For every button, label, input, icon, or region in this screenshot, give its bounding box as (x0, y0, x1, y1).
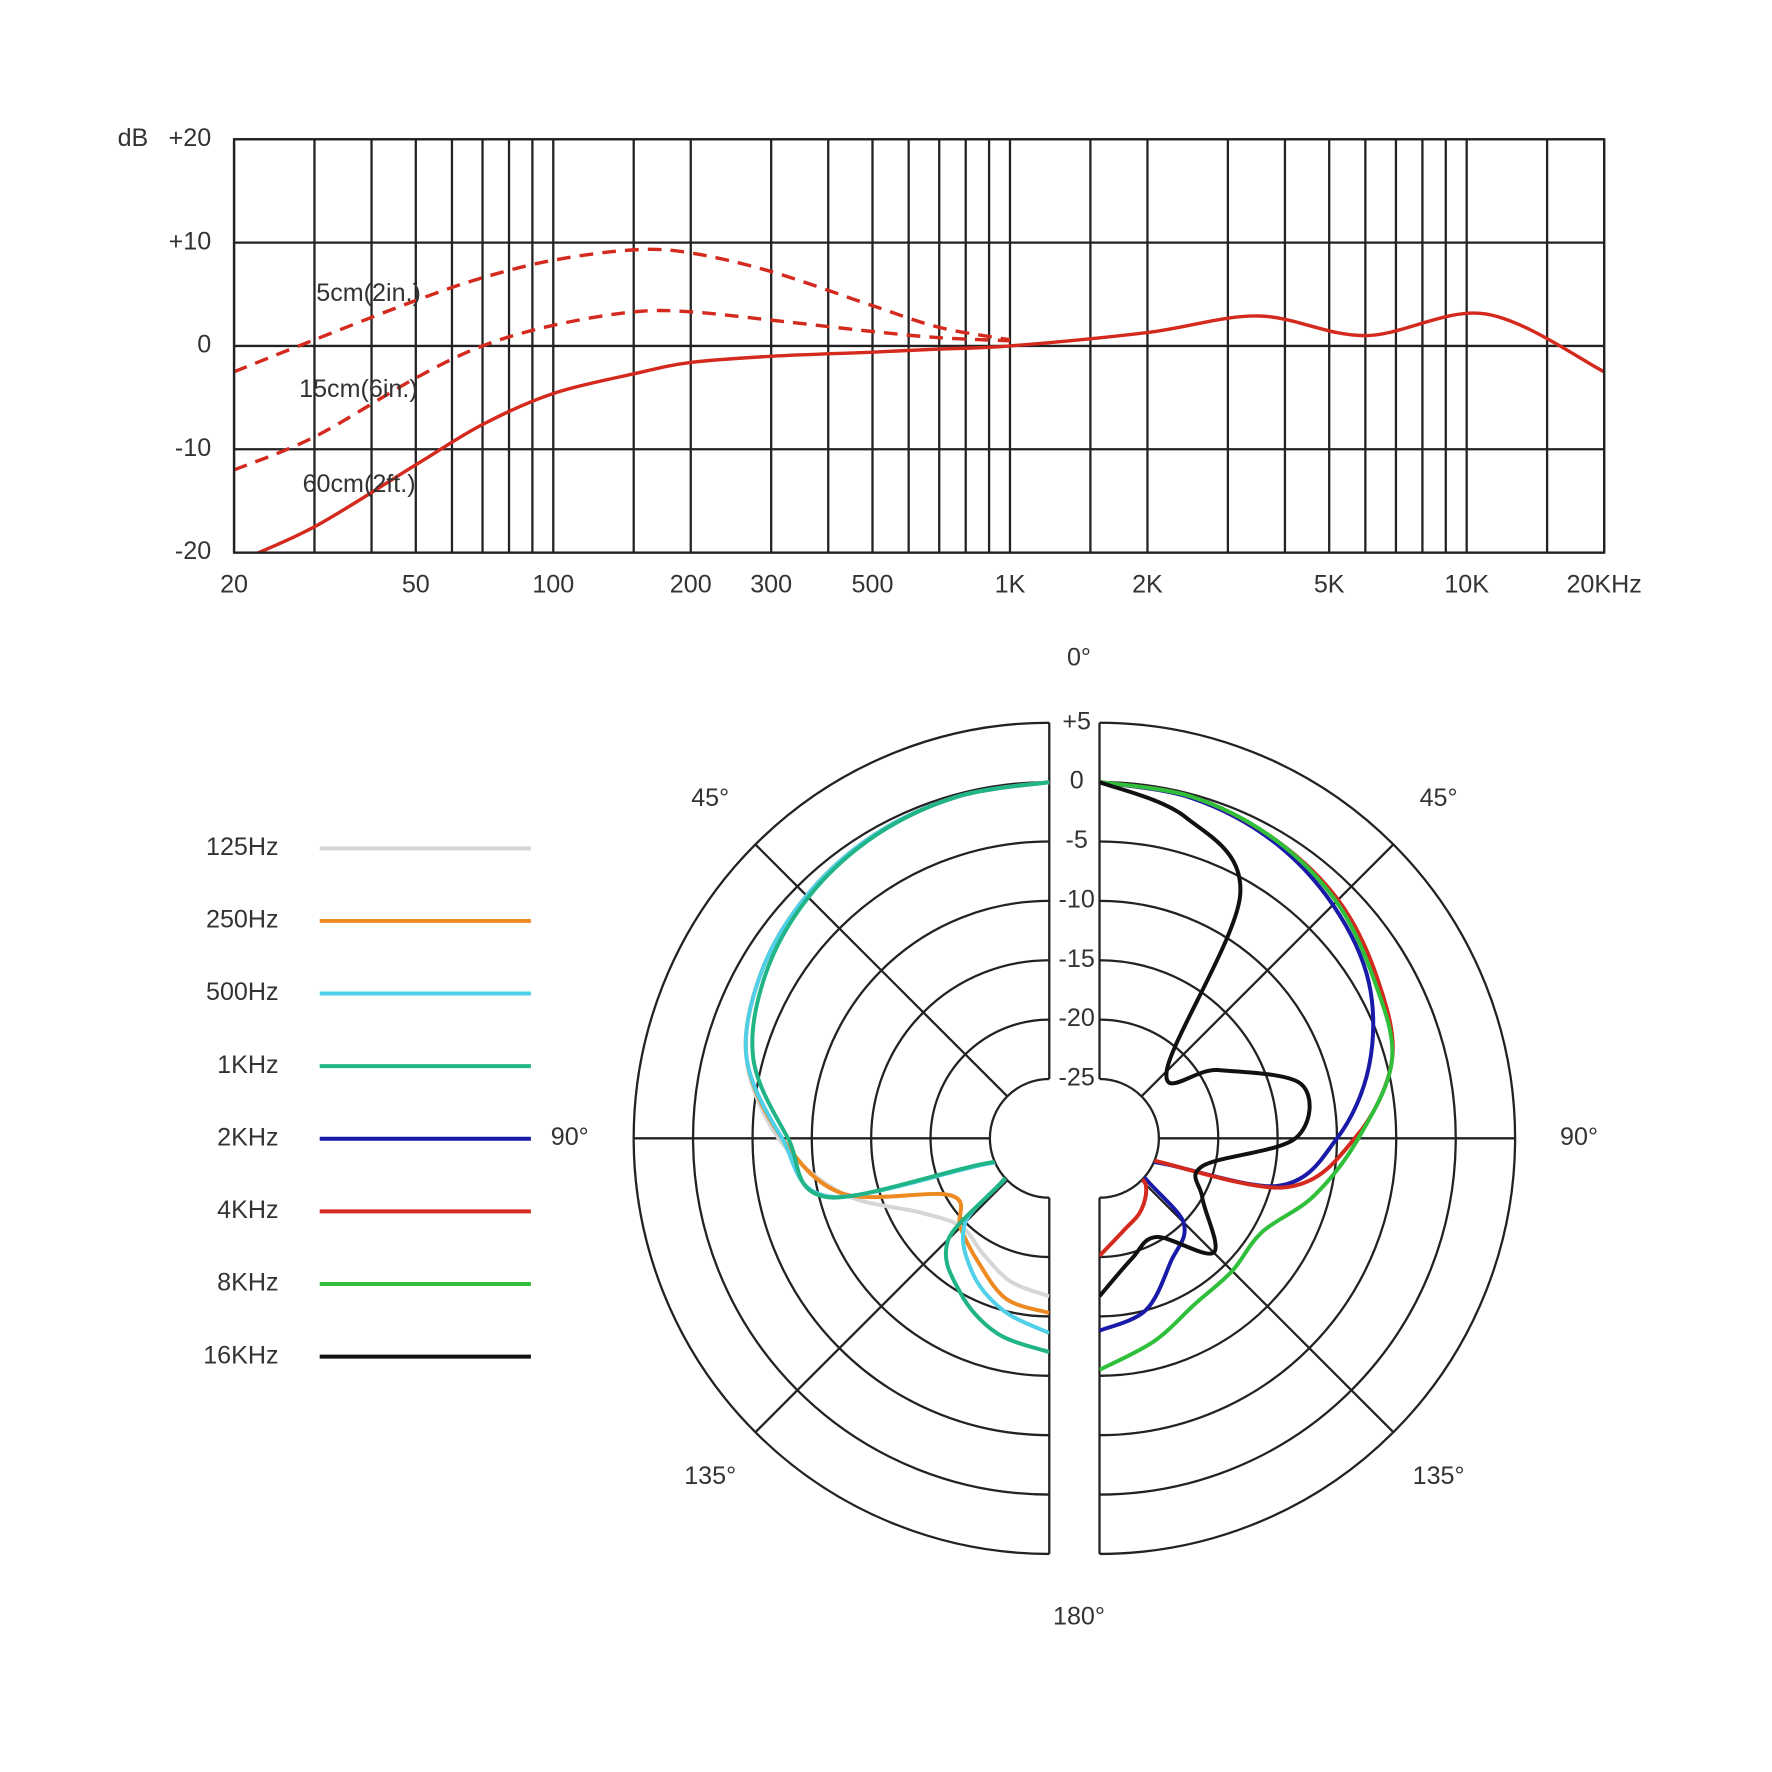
x-tick-label: 1K (995, 570, 1026, 598)
polar-curve (750, 780, 1050, 1354)
radial-line (754, 843, 1009, 1098)
x-tick-label: 5K (1314, 570, 1345, 598)
polar-curve (1099, 780, 1312, 1298)
theta-label: 135° (1413, 1462, 1465, 1490)
series-label: 5cm(2in.) (316, 279, 421, 307)
polar-curve (743, 780, 1050, 1335)
legend-label: 500Hz (206, 978, 279, 1006)
r-tick-label: 0 (1070, 767, 1084, 795)
x-tick-label: 50 (402, 570, 430, 598)
series-line (234, 247, 1011, 374)
polar-curve (743, 780, 1050, 1299)
theta-label: 90° (551, 1123, 589, 1151)
theta-label: 135° (684, 1462, 736, 1490)
theta-label: 45° (691, 784, 729, 812)
plot-frame (232, 138, 1606, 554)
x-tick-label: 100 (532, 570, 574, 598)
series-line (254, 311, 1605, 553)
legend-label: 8KHz (217, 1269, 278, 1297)
y-axis-label: dB (118, 124, 149, 152)
theta-label: 90° (1560, 1123, 1598, 1151)
legend-label: 250Hz (206, 906, 279, 934)
x-tick-label: 20 (220, 570, 248, 598)
x-tick-label: 2K (1132, 570, 1163, 598)
ring (1099, 1077, 1161, 1199)
legend-label: 4KHz (217, 1196, 278, 1224)
polar-curve (1099, 780, 1395, 1372)
theta-label: 180° (1053, 1603, 1105, 1631)
r-tick-label: -10 (1059, 885, 1095, 913)
radial-line (1140, 843, 1395, 1098)
r-tick-label: -25 (1059, 1064, 1095, 1092)
y-tick-label: 0 (197, 331, 211, 359)
r-tick-label: -15 (1059, 945, 1095, 973)
theta-label: 0° (1067, 643, 1091, 671)
y-tick-label: +10 (169, 227, 212, 255)
y-tick-label: +20 (169, 124, 212, 152)
ring (988, 1077, 1050, 1199)
r-tick-label: +5 (1062, 707, 1091, 735)
x-tick-label: 500 (852, 570, 894, 598)
legend-label: 16KHz (203, 1341, 278, 1369)
polar-curve (1099, 780, 1376, 1333)
y-tick-label: -10 (175, 434, 211, 462)
x-tick-label: 200 (670, 570, 712, 598)
series-line (234, 308, 1011, 472)
theta-label: 45° (1420, 784, 1458, 812)
series-label: 15cm(6in.) (299, 375, 418, 403)
plot-area (234, 247, 1605, 553)
x-tick-label: 10K (1444, 570, 1489, 598)
y-tick-label: -20 (175, 537, 211, 565)
r-tick-label: -5 (1066, 826, 1088, 854)
legend-label: 125Hz (206, 833, 279, 861)
legend-label: 2KHz (217, 1123, 278, 1151)
r-tick-label: -20 (1059, 1004, 1095, 1032)
series-label: 60cm(2ft.) (303, 470, 416, 498)
x-tick-label: 20KHz (1566, 570, 1641, 598)
legend-label: 1KHz (217, 1051, 278, 1079)
x-tick-label: 300 (750, 570, 792, 598)
right-half (1099, 780, 1395, 1372)
left-half (743, 780, 1050, 1354)
polar-curve (1099, 780, 1395, 1258)
curves (743, 780, 1395, 1372)
